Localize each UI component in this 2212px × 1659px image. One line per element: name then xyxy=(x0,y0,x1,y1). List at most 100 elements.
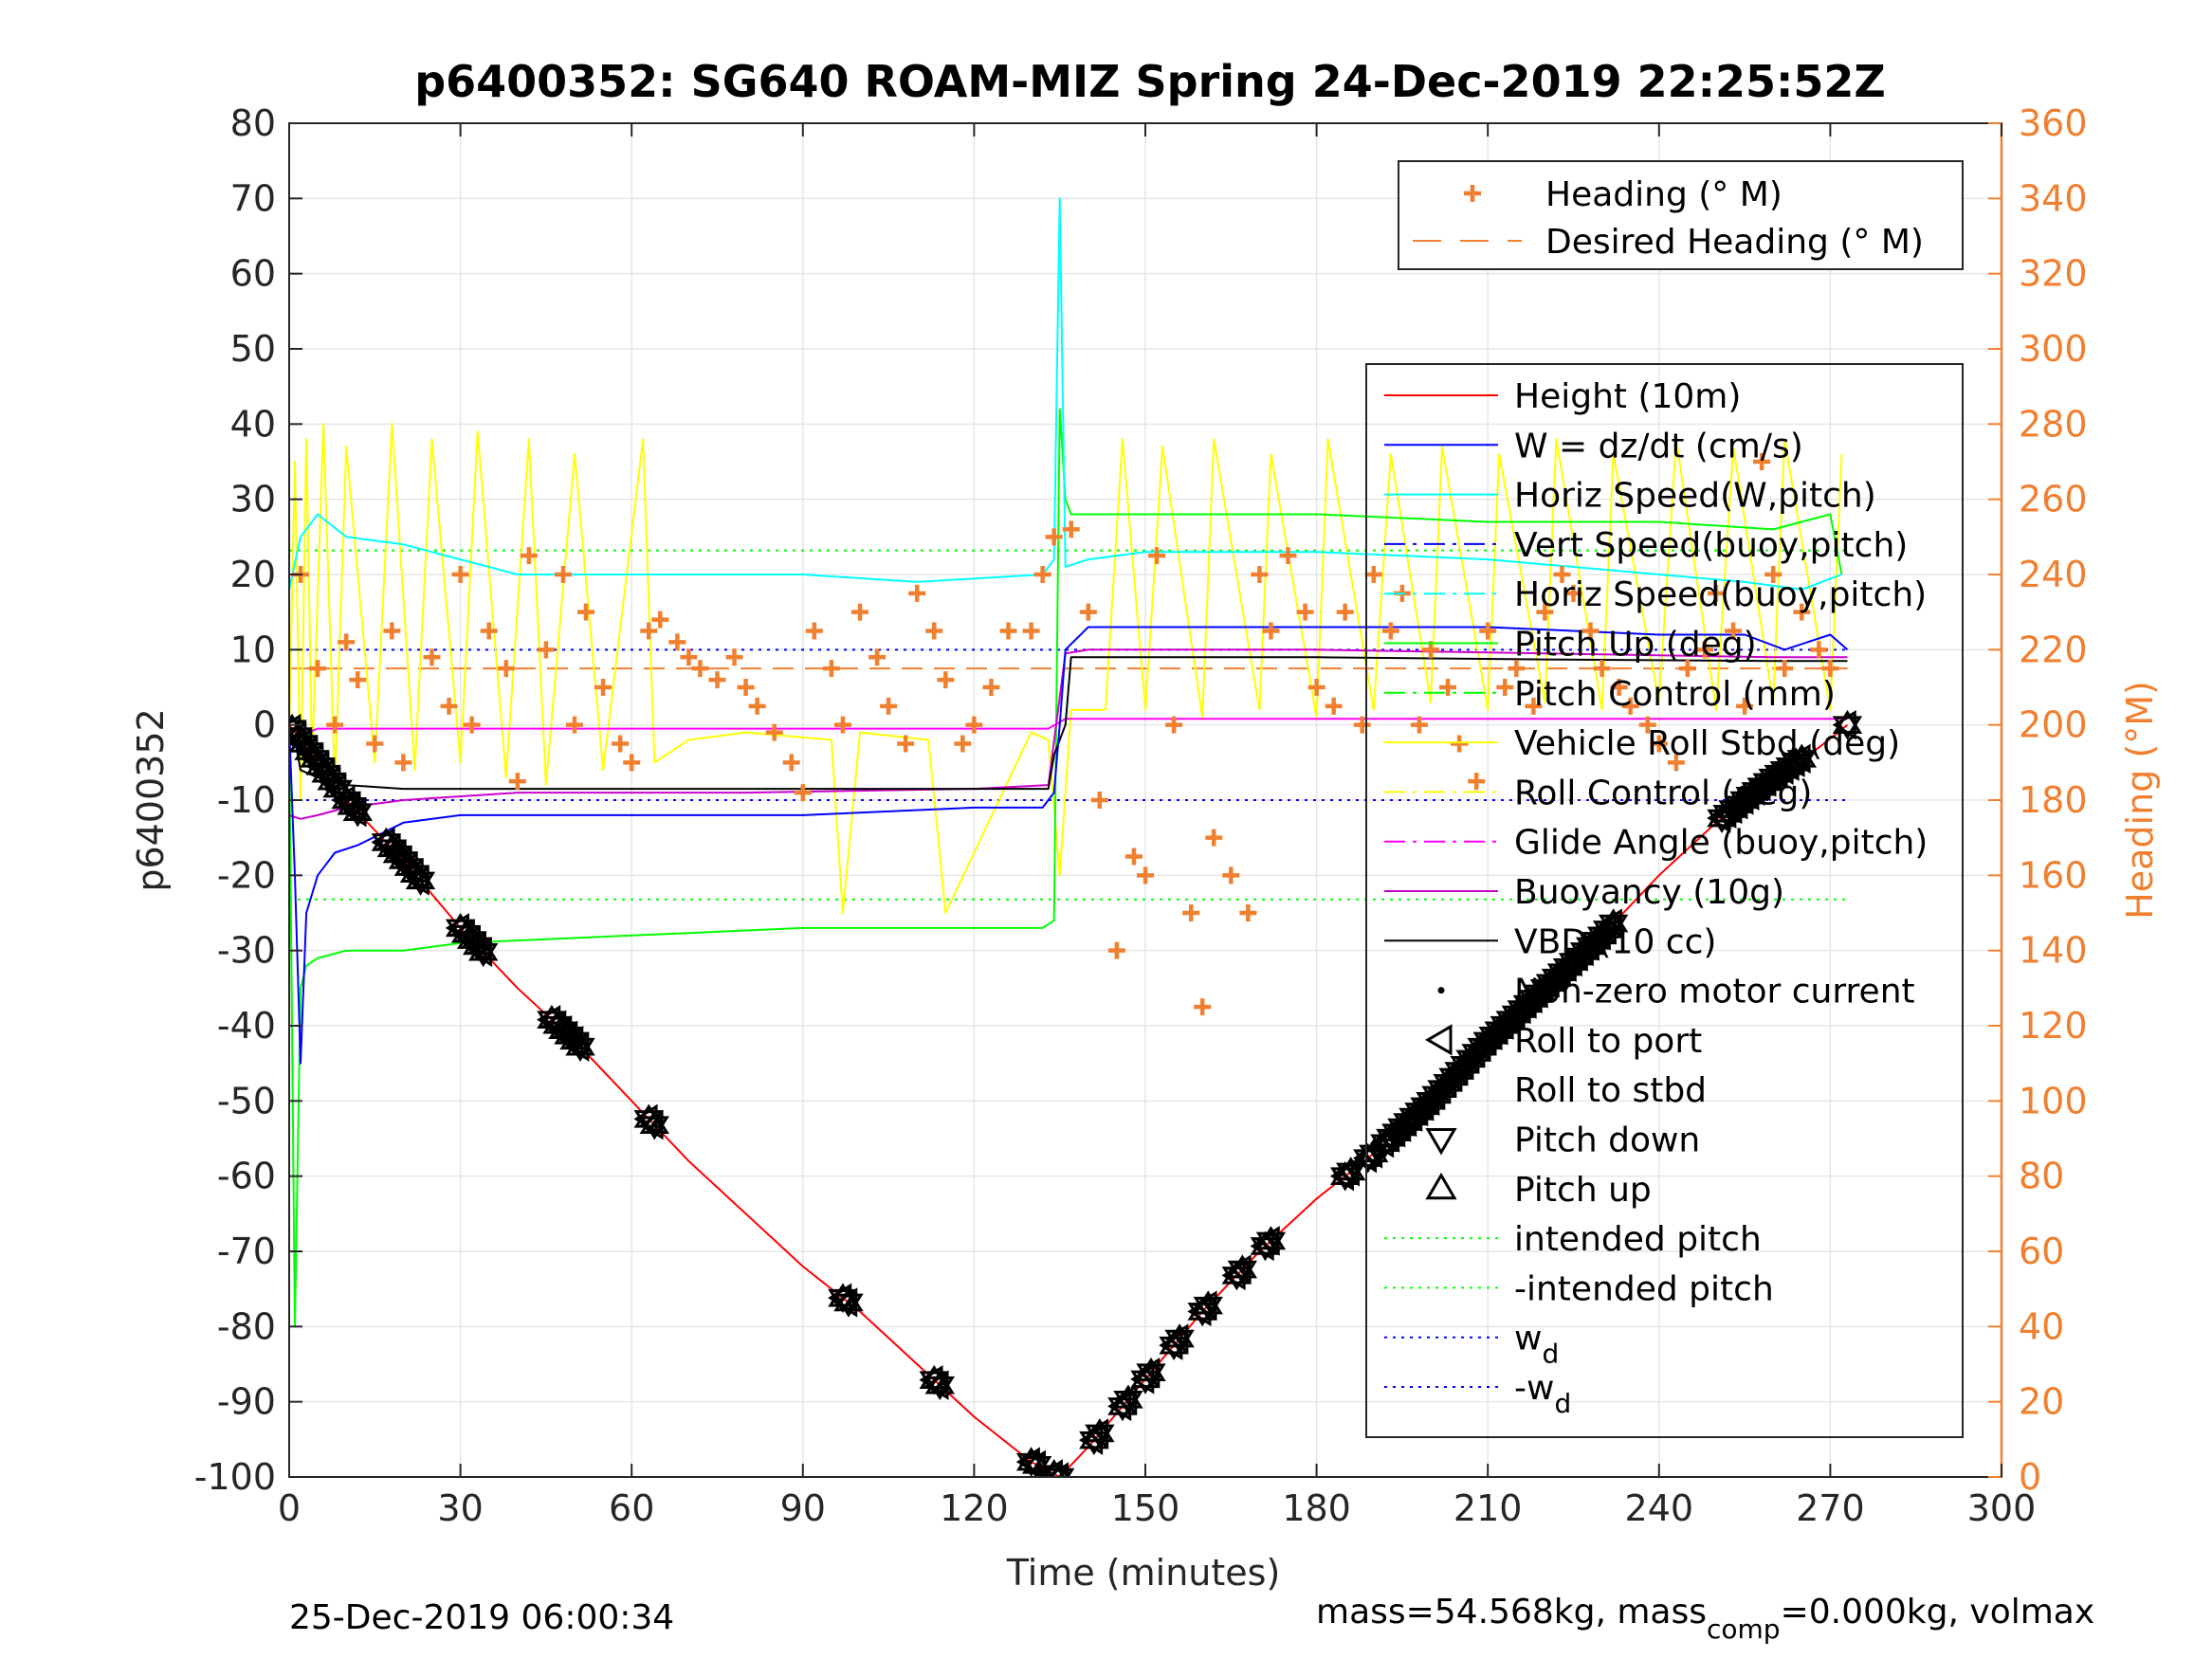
y2-tick-label: 220 xyxy=(2019,629,2088,670)
roll-port-marker xyxy=(1358,1139,1383,1169)
left-ticks: -100-90-80-70-60-50-40-30-20-10010203040… xyxy=(194,102,302,1498)
heading-point xyxy=(1638,716,1656,734)
roll-port-marker xyxy=(565,1031,590,1062)
pitch-markers xyxy=(289,709,1863,1477)
y-tick-label: 50 xyxy=(230,328,276,370)
heading-point xyxy=(1621,697,1639,715)
heading-point xyxy=(1205,829,1223,847)
y2-tick-label: 260 xyxy=(2019,479,2088,520)
y-tick-label: -90 xyxy=(217,1381,276,1423)
legend-label-14: Roll to stbd xyxy=(1514,1071,1707,1110)
roll-port-marker xyxy=(1044,1462,1069,1477)
heading-point xyxy=(1610,679,1628,696)
heading-point xyxy=(1107,941,1125,959)
roll-port-marker xyxy=(1786,743,1811,775)
heading-point xyxy=(725,648,743,666)
footer-timestamp: 25-Dec-2019 06:00:34 xyxy=(289,1598,674,1637)
heading-point xyxy=(868,648,887,666)
heading-point xyxy=(1090,792,1108,809)
heading-point xyxy=(805,622,823,640)
legend-swatch-13 xyxy=(1425,1024,1453,1056)
legend-label-subscript: d xyxy=(1542,1339,1559,1370)
heading-point xyxy=(1222,866,1240,884)
series-line-pitch xyxy=(289,408,1843,1328)
heading-point xyxy=(463,716,481,734)
heading-point xyxy=(1137,866,1154,884)
heading-point xyxy=(1182,904,1200,921)
heading-point xyxy=(1148,547,1166,565)
y-tick-label: -20 xyxy=(217,854,276,896)
x-tick-label: 0 xyxy=(278,1487,301,1529)
heading-point xyxy=(451,566,469,583)
y-tick-label: 80 xyxy=(230,102,276,144)
legend-label-12: Non-zero motor current xyxy=(1514,973,1915,1012)
y-tick-label: 40 xyxy=(230,403,276,445)
roll-port-marker xyxy=(639,1110,664,1140)
legend-label-subscript: d xyxy=(1554,1388,1571,1419)
legend-swatch-15 xyxy=(1425,1128,1457,1156)
heading-point xyxy=(965,716,983,734)
heading-point xyxy=(1262,622,1280,640)
roll-port-marker xyxy=(1832,709,1856,740)
heading-point xyxy=(480,622,498,640)
heading-point xyxy=(765,723,783,741)
heading-markers xyxy=(292,453,1839,1016)
legend-label-3: Vert Speed(buoy,pitch) xyxy=(1514,526,1908,565)
y-tick-label: -50 xyxy=(217,1080,276,1121)
roll-port-marker xyxy=(1113,1384,1138,1414)
series-line-roll xyxy=(289,423,1843,914)
y2-tick-label: 240 xyxy=(2019,554,2088,595)
y2-axis-label: Heading (°M) xyxy=(2119,681,2161,920)
x-tick-label: 30 xyxy=(437,1487,483,1529)
heading-point xyxy=(1525,697,1543,715)
roll-port-marker xyxy=(1164,1323,1189,1354)
y2-tick-label: 300 xyxy=(2019,328,2088,370)
y2-tick-label: 180 xyxy=(2019,779,2088,821)
roll-port-marker xyxy=(1335,1157,1361,1187)
heading-point xyxy=(1667,754,1685,772)
heading-point xyxy=(1296,603,1314,621)
legend-label-11: VBD (10 cc) xyxy=(1514,922,1716,961)
y2-tick-label: 320 xyxy=(2019,253,2088,295)
heading-point xyxy=(1678,660,1696,678)
heading-point xyxy=(1239,904,1257,921)
y2-tick-label: 120 xyxy=(2019,1005,2088,1047)
series-line-horiz-w xyxy=(289,197,1842,591)
legend-swatch-16 xyxy=(1425,1172,1457,1200)
roll-port-marker xyxy=(1227,1254,1252,1285)
heading-point xyxy=(1725,622,1743,640)
heading-point xyxy=(1279,547,1297,565)
reference-lines xyxy=(289,549,1848,901)
footer-mass-sub: comp xyxy=(1707,1613,1781,1645)
heading-point xyxy=(1810,641,1828,659)
y2-tick-label: 280 xyxy=(2019,403,2088,445)
heading-point xyxy=(937,671,955,689)
heading-point xyxy=(440,697,458,715)
heading-point xyxy=(1536,603,1554,621)
heading-point xyxy=(497,660,515,678)
main-legend-box xyxy=(1365,363,1964,1438)
y2-tick-label: 100 xyxy=(2019,1080,2088,1121)
heading-point xyxy=(1165,716,1183,734)
y-tick-label: -70 xyxy=(217,1231,276,1272)
y-tick-label: 0 xyxy=(253,704,276,746)
roll-port-marker xyxy=(833,1287,858,1318)
heading-point xyxy=(394,754,412,772)
heading-point xyxy=(708,671,726,689)
heading-point xyxy=(897,735,915,753)
heading-point xyxy=(338,633,356,651)
x-tick-label: 120 xyxy=(940,1487,1009,1529)
y2-tick-label: 140 xyxy=(2019,930,2088,972)
heading-point xyxy=(1045,528,1063,546)
heading-point xyxy=(1736,697,1754,715)
heading-point xyxy=(691,660,709,678)
roll-port-marker xyxy=(1038,1459,1063,1477)
heading-point xyxy=(623,754,641,772)
roll-port-marker xyxy=(1255,1226,1280,1256)
heading-point xyxy=(1251,566,1269,583)
series-line-glide xyxy=(289,718,1848,741)
heading-point xyxy=(640,622,658,640)
heading-point xyxy=(1439,679,1457,696)
heading-point xyxy=(748,697,766,715)
legend-label-13: Roll to port xyxy=(1514,1022,1702,1061)
